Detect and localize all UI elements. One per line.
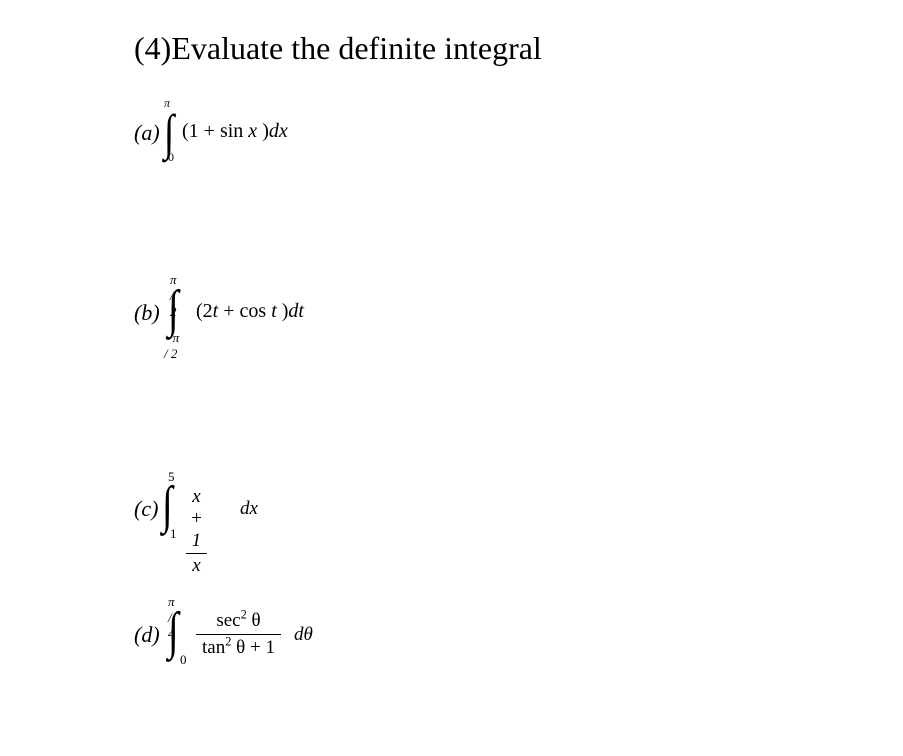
- part-d-lower-limit: 0: [180, 652, 187, 668]
- part-c-dx: dx: [240, 498, 258, 520]
- part-b-label: (b): [134, 300, 160, 326]
- theta-text: θ: [247, 610, 261, 631]
- part-d-fraction: sec2 θ tan2 θ + 1: [196, 610, 281, 659]
- part-c-numerator: x + 1: [186, 486, 207, 553]
- theta-plus-1: θ + 1: [231, 637, 275, 658]
- part-c-lower-limit: 1: [170, 526, 177, 542]
- part-a-upper-limit: π: [164, 96, 170, 111]
- part-d-numerator: sec2 θ: [196, 610, 281, 634]
- part-d-label: (d): [134, 622, 160, 648]
- part-b-integrand: (2t + cos t )dt: [196, 300, 304, 323]
- problem-heading: (4)Evaluate the definite integral: [134, 30, 542, 67]
- page: (4)Evaluate the definite integral (a) ∫ …: [0, 0, 903, 756]
- part-b-lower-limit: −π / 2: [164, 330, 179, 362]
- part-d-upper-limit: π / 4: [168, 594, 175, 642]
- part-c-label: (c): [134, 496, 158, 522]
- part-a-label: (a): [134, 120, 160, 146]
- part-a-lower-limit: 0: [168, 150, 174, 165]
- part-a-integrand: (1 + sin x )dx: [182, 120, 288, 143]
- sec-text: sec: [216, 610, 240, 631]
- part-c-denominator: x: [186, 554, 207, 577]
- part-c-fraction: x + 1 x: [186, 486, 207, 577]
- part-d-dtheta: dθ: [294, 624, 313, 646]
- part-c-upper-limit: 5: [168, 469, 175, 485]
- part-d-denominator: tan2 θ + 1: [196, 635, 281, 659]
- tan-text: tan: [202, 637, 225, 658]
- part-b-upper-limit: π / 2: [170, 272, 177, 320]
